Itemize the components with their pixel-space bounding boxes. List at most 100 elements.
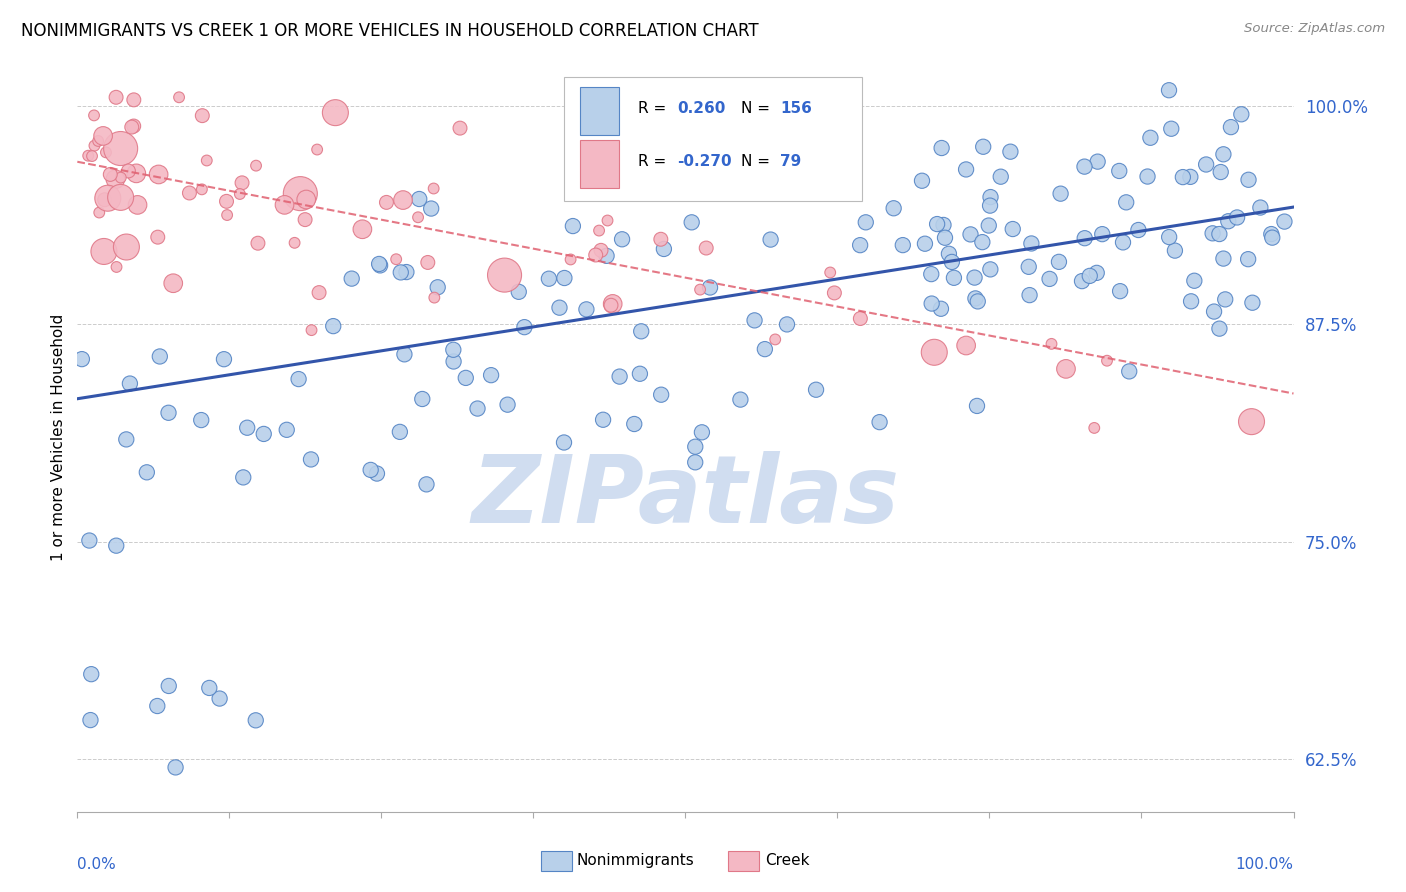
Point: [1018, 260, 1040, 274]
Point: [1136, 169, 1159, 184]
Point: [941, 255, 963, 269]
Point: [167, 90, 190, 104]
Point: [508, 285, 530, 299]
Point: [93, 244, 115, 259]
Point: [1237, 252, 1260, 267]
Point: [273, 198, 295, 212]
Point: [295, 193, 318, 207]
Point: [685, 440, 707, 454]
Point: [406, 211, 429, 225]
Point: [253, 426, 276, 441]
Point: [1139, 130, 1161, 145]
Point: [1213, 293, 1236, 307]
FancyBboxPatch shape: [579, 140, 619, 187]
Point: [290, 186, 312, 201]
Text: -0.270: -0.270: [676, 153, 731, 169]
Point: [609, 369, 631, 384]
Point: [366, 467, 388, 481]
Point: [979, 262, 1001, 277]
Point: [959, 227, 981, 242]
Point: [1091, 227, 1114, 241]
Point: [1095, 353, 1118, 368]
Point: [1240, 415, 1263, 429]
Point: [110, 190, 132, 204]
Point: [340, 271, 363, 285]
Point: [190, 413, 212, 427]
Point: [146, 698, 169, 713]
Point: [1115, 195, 1137, 210]
Point: [105, 260, 128, 274]
Point: [294, 212, 316, 227]
Point: [1218, 214, 1240, 228]
Point: [1180, 294, 1202, 309]
Point: [287, 372, 309, 386]
Point: [229, 186, 252, 201]
Point: [589, 244, 612, 258]
Point: [1085, 266, 1108, 280]
Point: [990, 169, 1012, 184]
Point: [165, 760, 187, 774]
Point: [352, 222, 374, 236]
Point: [630, 324, 652, 338]
Point: [212, 352, 235, 367]
Point: [942, 270, 965, 285]
Point: [560, 252, 582, 267]
Point: [198, 681, 221, 695]
Point: [963, 270, 986, 285]
Point: [1040, 337, 1063, 351]
Point: [1108, 164, 1130, 178]
Point: [869, 415, 891, 429]
Point: [423, 291, 446, 305]
Point: [162, 277, 184, 291]
Point: [415, 477, 437, 491]
Point: [179, 186, 201, 200]
Point: [395, 265, 418, 279]
Point: [231, 176, 253, 190]
Point: [236, 421, 259, 435]
Text: N =: N =: [741, 153, 775, 169]
Text: R =: R =: [638, 153, 671, 169]
Point: [1208, 227, 1230, 241]
Point: [245, 159, 267, 173]
Point: [449, 121, 471, 136]
Point: [135, 466, 157, 480]
Point: [496, 398, 519, 412]
Point: [1261, 230, 1284, 244]
Point: [299, 452, 322, 467]
Point: [1083, 421, 1105, 435]
Point: [818, 265, 841, 279]
Point: [537, 271, 560, 285]
Point: [1160, 121, 1182, 136]
Point: [195, 153, 218, 168]
Point: [561, 219, 583, 233]
Point: [548, 301, 571, 315]
Point: [575, 302, 598, 317]
Point: [394, 347, 416, 361]
Point: [91, 128, 114, 143]
Point: [628, 367, 651, 381]
Point: [585, 248, 607, 262]
Y-axis label: 1 or more Vehicles in Household: 1 or more Vehicles in Household: [51, 313, 66, 561]
Point: [416, 255, 439, 269]
Point: [934, 231, 956, 245]
Point: [929, 301, 952, 316]
Point: [307, 143, 329, 157]
Point: [308, 285, 330, 300]
Point: [652, 242, 675, 256]
Point: [149, 350, 172, 364]
Point: [494, 268, 516, 282]
Point: [650, 232, 672, 246]
Point: [681, 215, 703, 229]
Point: [823, 285, 845, 300]
Point: [1201, 227, 1223, 241]
Point: [966, 399, 988, 413]
Point: [208, 691, 231, 706]
Point: [553, 435, 575, 450]
Point: [1171, 170, 1194, 185]
Point: [1001, 222, 1024, 236]
Point: [972, 140, 994, 154]
Point: [553, 271, 575, 285]
Text: Creek: Creek: [765, 854, 810, 868]
Text: ZIPatlas: ZIPatlas: [471, 451, 900, 543]
Text: Nonimmigrants: Nonimmigrants: [576, 854, 695, 868]
